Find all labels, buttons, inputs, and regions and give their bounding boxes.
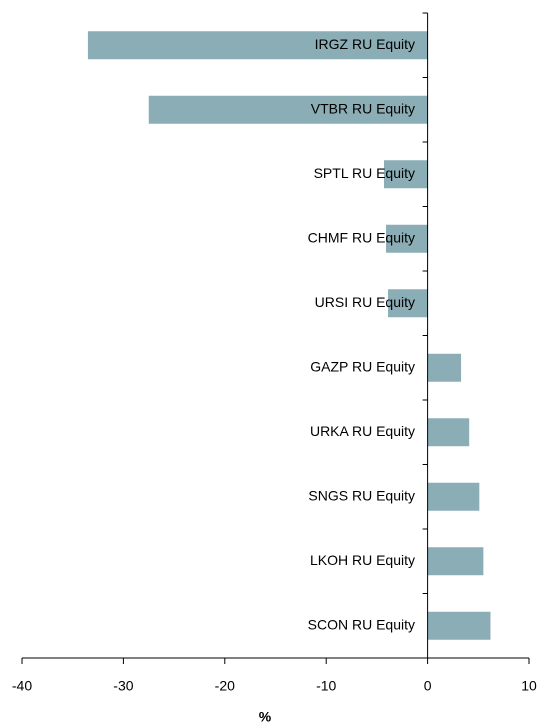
- x-tick-label: 10: [521, 678, 537, 694]
- bar: [427, 547, 484, 576]
- bar: [386, 224, 428, 253]
- bar: [427, 353, 462, 382]
- x-tick-label: -10: [316, 678, 336, 694]
- x-tick-label: 0: [424, 678, 432, 694]
- bar: [87, 31, 428, 60]
- category-label: SPTL RU Equity: [314, 165, 415, 181]
- bar: [383, 160, 428, 189]
- bar: [427, 418, 470, 447]
- bar: [388, 289, 428, 318]
- x-tick-label: -30: [113, 678, 133, 694]
- category-label: URKA RU Equity: [310, 423, 415, 439]
- x-axis-label: %: [259, 709, 272, 725]
- category-label: GAZP RU Equity: [310, 358, 415, 374]
- category-label: LKOH RU Equity: [310, 552, 415, 568]
- category-label: URSI RU Equity: [315, 294, 415, 310]
- category-label: CHMF RU Equity: [308, 229, 415, 245]
- bar: [427, 482, 480, 511]
- x-tick-label: -20: [215, 678, 235, 694]
- category-label: IRGZ RU Equity: [315, 36, 415, 52]
- category-label: VTBR RU Equity: [311, 100, 415, 116]
- bar: [427, 611, 491, 640]
- bar: [148, 95, 428, 124]
- x-tick-label: -40: [12, 678, 32, 694]
- category-label: SCON RU Equity: [308, 616, 415, 632]
- category-label: SNGS RU Equity: [308, 487, 415, 503]
